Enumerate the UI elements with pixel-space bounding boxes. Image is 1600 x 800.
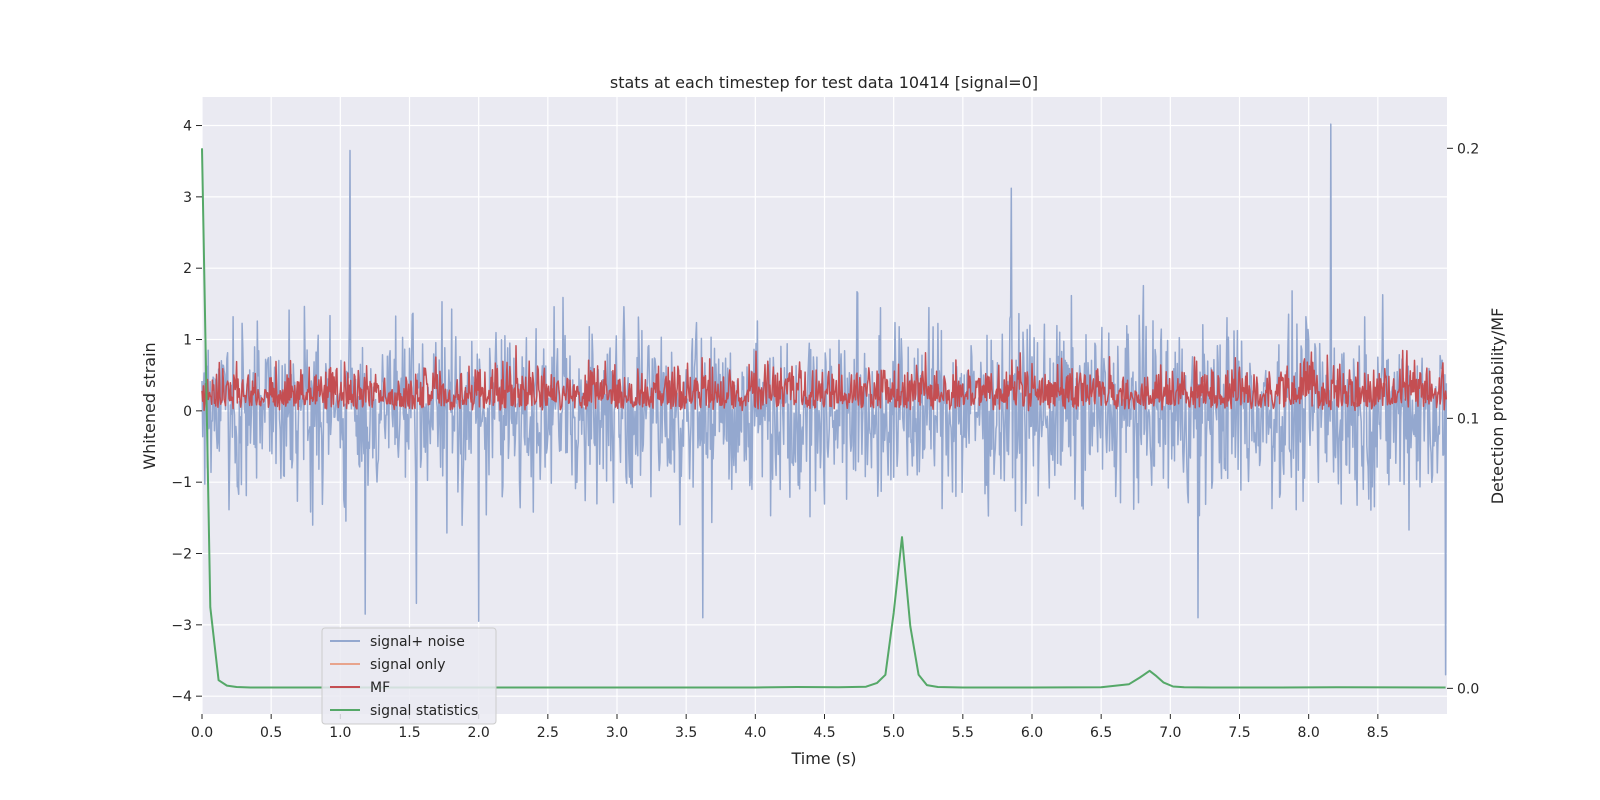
y-right-tick-label: 0.0 (1457, 681, 1479, 697)
y-left-tick-label: 1 (183, 333, 192, 349)
y-axis-left-label: Whitened strain (140, 342, 159, 469)
x-tick-label: 1.0 (329, 725, 351, 741)
x-tick-label: 0.0 (191, 725, 213, 741)
y-axis-right: 0.0 0.1 0.2 (1447, 141, 1479, 697)
x-tick-label: 2.0 (468, 725, 490, 741)
x-tick-label: 6.0 (1021, 725, 1043, 741)
legend-label-signal-only: signal only (370, 657, 445, 673)
legend-label-signal-noise: signal+ noise (370, 634, 465, 650)
legend: signal+ noise signal only MF signal stat… (321, 627, 497, 725)
y-axis-left: −4 −3 −2 −1 0 1 2 3 4 (171, 119, 202, 705)
x-tick-label: 5.0 (883, 725, 905, 741)
legend-box (321, 627, 497, 725)
legend-label-mf: MF (370, 680, 390, 696)
x-tick-label: 8.5 (1367, 725, 1389, 741)
y-left-tick-label: 3 (183, 190, 192, 206)
x-tick-label: 2.5 (537, 725, 559, 741)
series-layer (201, 123, 1448, 689)
x-tick-label: 4.0 (744, 725, 766, 741)
x-tick-label: 7.5 (1228, 725, 1250, 741)
x-tick-label: 4.5 (813, 725, 835, 741)
y-left-tick-label: −2 (171, 547, 192, 563)
y-left-tick-label: −1 (171, 475, 192, 491)
x-tick-label: 8.0 (1298, 725, 1320, 741)
chart-title: stats at each timestep for test data 104… (610, 73, 1038, 92)
x-axis: 0.0 0.5 1.0 1.5 2.0 2.5 3.0 3.5 4.0 4.5 5.0 5.5 6.0 6… (191, 714, 1389, 741)
y-left-tick-label: 4 (183, 119, 192, 135)
y-left-tick-label: 0 (183, 404, 192, 420)
y-left-tick-label: 2 (183, 261, 192, 277)
legend-label-signal-statistics: signal statistics (370, 703, 478, 719)
y-right-tick-label: 0.2 (1457, 141, 1479, 157)
x-axis-label: Time (s) (790, 749, 856, 768)
x-tick-label: 0.5 (260, 725, 282, 741)
x-tick-label: 5.5 (952, 725, 974, 741)
y-left-tick-label: −3 (171, 618, 192, 634)
x-tick-label: 3.5 (675, 725, 697, 741)
y-right-tick-label: 0.1 (1457, 411, 1479, 427)
x-tick-label: 3.0 (606, 725, 628, 741)
x-tick-label: 7.0 (1159, 725, 1181, 741)
series-line-mf (201, 345, 1448, 412)
series-line-signal-statistics (201, 148, 1446, 689)
y-axis-right-label: Detection probability/MF (1488, 308, 1507, 505)
y-left-tick-label: −4 (171, 689, 192, 705)
x-tick-label: 6.5 (1090, 725, 1112, 741)
x-tick-label: 1.5 (398, 725, 420, 741)
